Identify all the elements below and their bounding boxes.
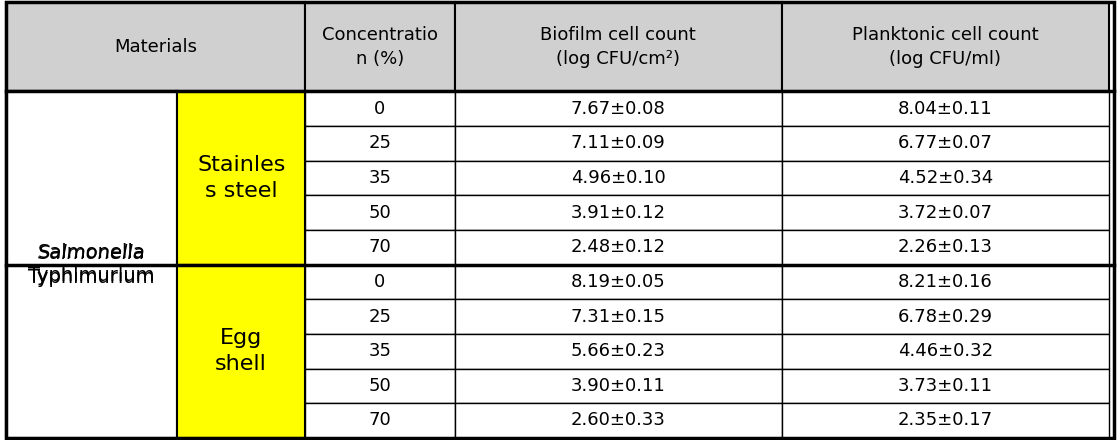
Text: 8.04±0.11: 8.04±0.11: [898, 100, 992, 118]
Text: 6.78±0.29: 6.78±0.29: [898, 308, 992, 326]
Text: Stainles
s steel: Stainles s steel: [197, 155, 286, 201]
Bar: [177, 264, 305, 438]
Bar: [305, 369, 455, 403]
Bar: [782, 92, 1109, 126]
Text: 6.77±0.07: 6.77±0.07: [898, 135, 992, 152]
Text: 4.52±0.34: 4.52±0.34: [898, 169, 993, 187]
Bar: [305, 299, 455, 334]
Bar: [305, 92, 455, 126]
Bar: [305, 195, 455, 230]
Bar: [305, 126, 455, 161]
Text: 8.21±0.16: 8.21±0.16: [898, 273, 992, 291]
Text: Concentratio
n (%): Concentratio n (%): [321, 26, 438, 68]
Text: 2.48±0.12: 2.48±0.12: [571, 238, 665, 257]
Text: Materials: Materials: [114, 38, 197, 56]
Bar: [455, 403, 782, 438]
Text: 50: 50: [368, 377, 391, 395]
Text: 3.73±0.11: 3.73±0.11: [898, 377, 992, 395]
Text: 3.91±0.12: 3.91±0.12: [571, 204, 665, 222]
Bar: [782, 369, 1109, 403]
Bar: [455, 334, 782, 369]
Bar: [782, 264, 1109, 299]
Bar: [455, 369, 782, 403]
Text: 7.11±0.09: 7.11±0.09: [571, 135, 665, 152]
Bar: [455, 230, 782, 264]
Bar: [782, 403, 1109, 438]
Text: Planktonic cell count
(log CFU/ml): Planktonic cell count (log CFU/ml): [852, 26, 1038, 68]
Bar: [782, 195, 1109, 230]
Bar: [177, 92, 305, 264]
Text: 0: 0: [374, 273, 385, 291]
Text: 25: 25: [368, 308, 391, 326]
Text: 25: 25: [368, 135, 391, 152]
Bar: [782, 334, 1109, 369]
Bar: [782, 126, 1109, 161]
Bar: [455, 2, 782, 92]
Bar: [305, 403, 455, 438]
Bar: [455, 299, 782, 334]
Text: 2.26±0.13: 2.26±0.13: [898, 238, 992, 257]
Text: 8.19±0.05: 8.19±0.05: [571, 273, 665, 291]
Text: Typhimurium: Typhimurium: [28, 266, 155, 285]
Bar: [455, 195, 782, 230]
Text: 7.67±0.08: 7.67±0.08: [571, 100, 665, 118]
Bar: [305, 264, 455, 299]
Bar: [305, 2, 455, 92]
Bar: [6, 92, 177, 438]
Bar: [455, 264, 782, 299]
Bar: [305, 230, 455, 264]
Text: 70: 70: [368, 238, 391, 257]
Text: 70: 70: [368, 411, 391, 429]
Text: 2.35±0.17: 2.35±0.17: [898, 411, 992, 429]
Bar: [6, 2, 305, 92]
Text: 4.46±0.32: 4.46±0.32: [898, 342, 992, 360]
Bar: [455, 92, 782, 126]
Text: 3.72±0.07: 3.72±0.07: [898, 204, 992, 222]
Text: 35: 35: [368, 169, 391, 187]
Text: Egg
shell: Egg shell: [215, 328, 268, 374]
Text: Salmonella: Salmonella: [38, 244, 146, 263]
Text: 35: 35: [368, 342, 391, 360]
Bar: [782, 2, 1109, 92]
Bar: [305, 334, 455, 369]
Bar: [782, 161, 1109, 195]
Bar: [782, 299, 1109, 334]
Bar: [455, 126, 782, 161]
Text: Salmonella
Typhimurium: Salmonella Typhimurium: [28, 242, 155, 286]
Text: 4.96±0.10: 4.96±0.10: [571, 169, 665, 187]
Bar: [6, 92, 177, 438]
Text: 2.60±0.33: 2.60±0.33: [571, 411, 665, 429]
Text: 0: 0: [374, 100, 385, 118]
Bar: [455, 161, 782, 195]
Text: 7.31±0.15: 7.31±0.15: [571, 308, 665, 326]
Bar: [782, 230, 1109, 264]
Text: 5.66±0.23: 5.66±0.23: [571, 342, 665, 360]
Bar: [305, 161, 455, 195]
Text: 50: 50: [368, 204, 391, 222]
Text: 3.90±0.11: 3.90±0.11: [571, 377, 665, 395]
Text: Biofilm cell count
(log CFU/cm²): Biofilm cell count (log CFU/cm²): [540, 26, 697, 68]
